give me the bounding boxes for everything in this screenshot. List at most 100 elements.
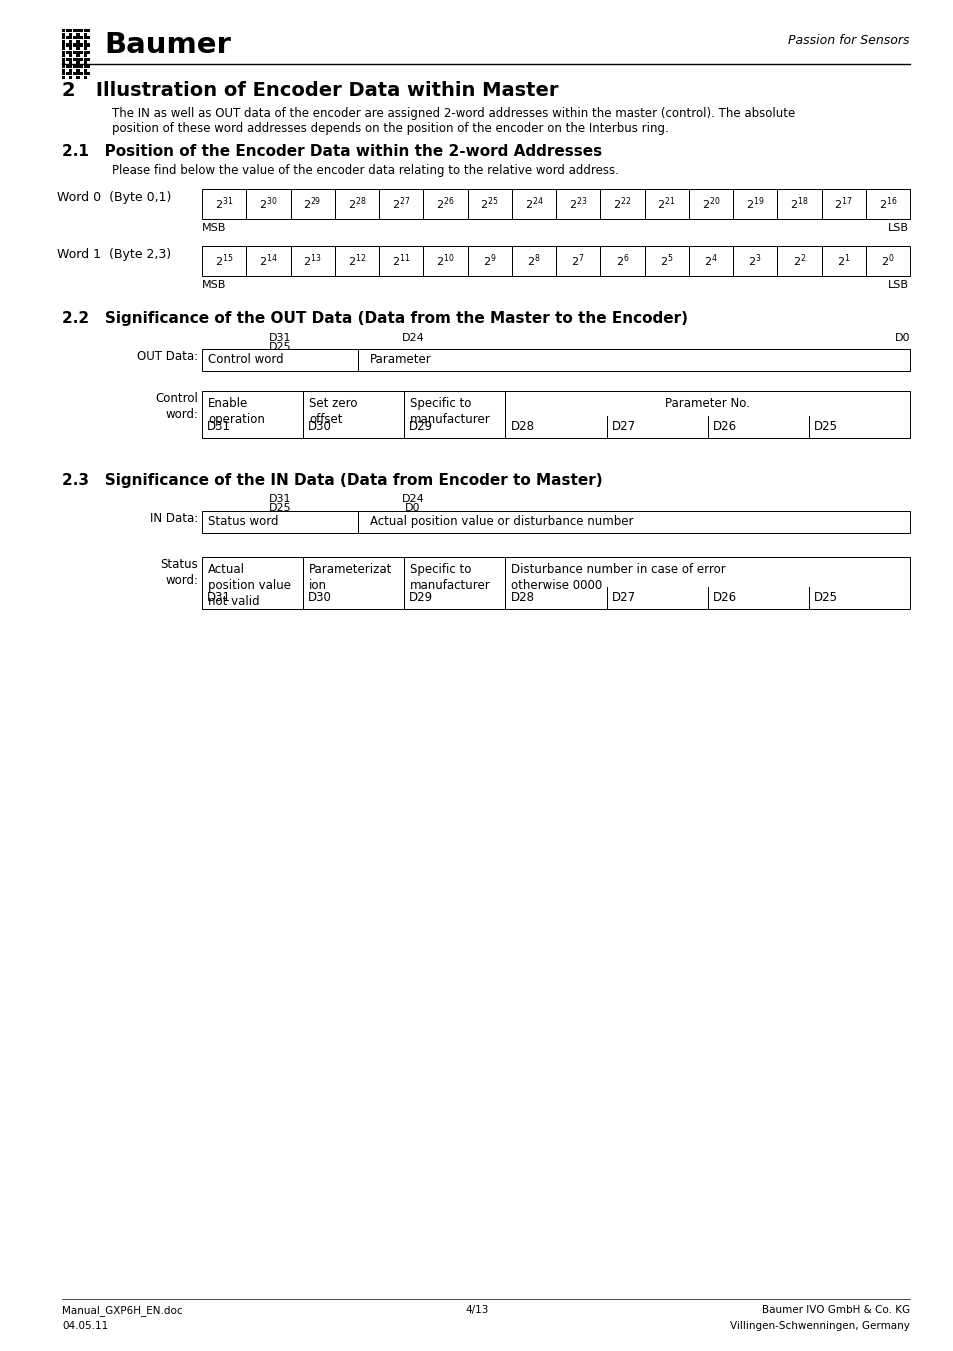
Text: $2^{2}$: $2^{2}$ <box>792 253 805 269</box>
Text: $2^{18}$: $2^{18}$ <box>789 196 808 212</box>
Text: D25: D25 <box>813 420 837 434</box>
Bar <box>70 50 72 54</box>
Bar <box>80 50 83 54</box>
Text: Status word: Status word <box>208 515 278 528</box>
Text: D28: D28 <box>510 590 534 604</box>
Bar <box>62 39 65 43</box>
Bar <box>378 246 423 276</box>
Bar <box>62 69 65 72</box>
Text: Baumer: Baumer <box>104 31 231 59</box>
Text: $2^{1}$: $2^{1}$ <box>836 253 849 269</box>
Bar <box>556 189 599 219</box>
Text: 2.3   Significance of the IN Data (Data from Encoder to Master): 2.3 Significance of the IN Data (Data fr… <box>62 473 602 488</box>
Bar <box>80 28 83 32</box>
Text: D30: D30 <box>308 420 332 434</box>
Bar <box>70 54 72 57</box>
Text: D29: D29 <box>409 420 433 434</box>
Bar <box>84 36 87 39</box>
Bar <box>72 65 76 68</box>
Bar <box>76 47 79 50</box>
Text: 2.1   Position of the Encoder Data within the 2-word Addresses: 2.1 Position of the Encoder Data within … <box>62 145 601 159</box>
Text: Control word: Control word <box>208 353 283 366</box>
Bar <box>76 65 79 68</box>
Text: $2^{30}$: $2^{30}$ <box>259 196 277 212</box>
Bar <box>62 32 65 35</box>
Text: Enable
operation: Enable operation <box>208 397 265 426</box>
Bar <box>777 189 821 219</box>
Text: D26: D26 <box>712 590 736 604</box>
Bar <box>246 189 291 219</box>
Bar <box>84 43 87 46</box>
Bar <box>84 76 87 78</box>
Text: 04.05.11: 04.05.11 <box>62 1321 108 1331</box>
Bar <box>357 349 909 372</box>
Text: Specific to
manufacturer: Specific to manufacturer <box>410 397 491 426</box>
Text: Disturbance number in case of error
otherwise 0000: Disturbance number in case of error othe… <box>511 563 725 592</box>
Bar <box>84 54 87 57</box>
Bar <box>62 28 65 32</box>
Text: D28: D28 <box>510 420 534 434</box>
Bar <box>84 39 87 43</box>
Bar <box>76 50 79 54</box>
Text: LSB: LSB <box>887 280 908 290</box>
Bar <box>62 76 65 78</box>
Bar <box>80 58 83 61</box>
Bar <box>66 50 69 54</box>
Bar <box>66 58 69 61</box>
Bar <box>335 189 378 219</box>
Bar <box>70 61 72 65</box>
Bar <box>76 72 79 76</box>
Text: $2^{21}$: $2^{21}$ <box>657 196 675 212</box>
Text: $2^{14}$: $2^{14}$ <box>259 253 277 269</box>
Text: D0: D0 <box>894 332 909 343</box>
Text: Villingen-Schwenningen, Germany: Villingen-Schwenningen, Germany <box>729 1321 909 1331</box>
Bar <box>62 54 65 57</box>
Text: $2^{15}$: $2^{15}$ <box>214 253 233 269</box>
Bar <box>202 511 357 534</box>
Bar <box>76 69 79 72</box>
Text: Parameterizat
ion: Parameterizat ion <box>309 563 392 592</box>
Text: Parameter No.: Parameter No. <box>664 397 749 409</box>
Bar <box>72 50 76 54</box>
Bar <box>467 246 511 276</box>
Bar <box>202 189 246 219</box>
Bar <box>62 36 65 39</box>
Bar <box>511 189 556 219</box>
Bar <box>732 189 777 219</box>
Bar <box>87 28 91 32</box>
Text: Passion for Sensors: Passion for Sensors <box>788 34 909 47</box>
Bar <box>864 189 909 219</box>
Bar <box>70 76 72 78</box>
Text: $2^{12}$: $2^{12}$ <box>348 253 366 269</box>
Bar <box>404 390 505 438</box>
Text: D31: D31 <box>269 494 291 504</box>
Bar <box>80 65 83 68</box>
Bar <box>84 69 87 72</box>
Bar <box>62 65 65 68</box>
Text: D30: D30 <box>308 590 332 604</box>
Bar <box>511 246 556 276</box>
Text: D24: D24 <box>401 332 424 343</box>
Text: Word 0  (Byte 0,1): Word 0 (Byte 0,1) <box>57 190 172 204</box>
Bar <box>864 246 909 276</box>
Text: IN Data:: IN Data: <box>150 512 198 526</box>
Bar <box>732 246 777 276</box>
Bar <box>72 28 76 32</box>
Bar <box>335 246 378 276</box>
Text: LSB: LSB <box>887 223 908 232</box>
Bar <box>76 36 79 39</box>
Bar <box>84 61 87 65</box>
Bar <box>70 47 72 50</box>
Bar <box>70 28 72 32</box>
Bar <box>87 50 91 54</box>
Bar <box>423 189 467 219</box>
Text: $2^{19}$: $2^{19}$ <box>745 196 763 212</box>
Text: $2^{11}$: $2^{11}$ <box>392 253 410 269</box>
Bar <box>505 557 909 609</box>
Bar <box>291 189 335 219</box>
Bar <box>378 189 423 219</box>
Bar <box>599 246 644 276</box>
Bar <box>84 50 87 54</box>
Text: Control
word:: Control word: <box>155 392 198 422</box>
Bar <box>76 54 79 57</box>
